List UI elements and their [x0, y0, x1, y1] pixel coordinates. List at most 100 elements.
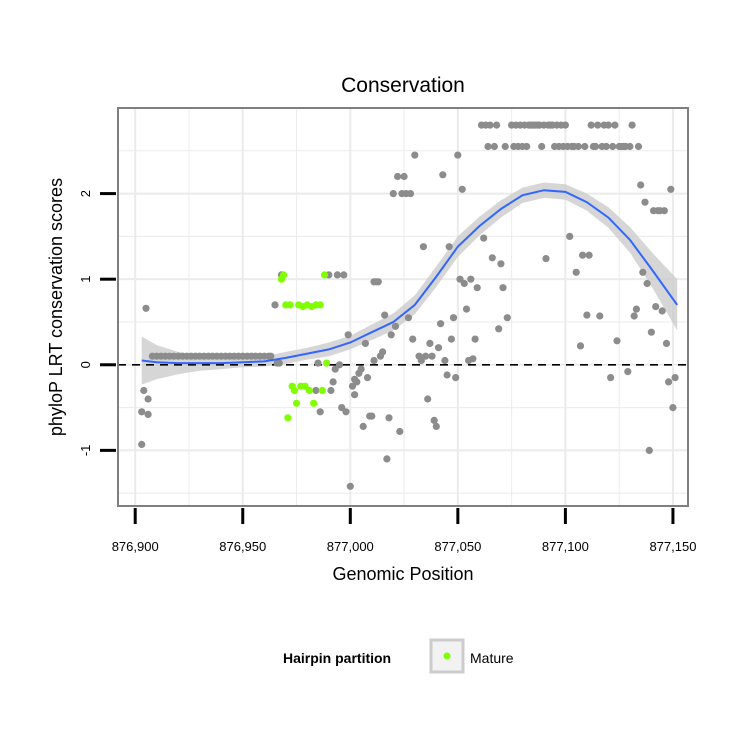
data-point	[314, 359, 322, 367]
legend-title: Hairpin partition	[283, 650, 391, 666]
data-point	[144, 395, 152, 403]
data-point	[142, 304, 150, 312]
data-point	[381, 311, 389, 319]
x-axis: 876,900 876,950 877,000 877,050 877,100 877,1…	[112, 508, 696, 554]
data-point	[271, 301, 279, 309]
data-point	[523, 142, 531, 151]
legend-label-mature: Mature	[470, 650, 514, 666]
data-point	[312, 386, 320, 395]
data-point	[391, 322, 400, 330]
data-point	[447, 335, 455, 343]
data-point	[501, 142, 509, 151]
data-point-mature	[320, 271, 329, 279]
data-point	[140, 386, 148, 395]
data-point-mature	[318, 386, 326, 395]
data-point	[594, 121, 602, 129]
data-point	[669, 404, 677, 412]
data-point-mature	[284, 414, 292, 422]
data-point	[495, 325, 503, 333]
data-point	[275, 359, 283, 367]
data-point	[647, 328, 656, 336]
y-tick-label: 0	[78, 361, 93, 368]
data-point	[335, 361, 344, 369]
panel-border	[117, 107, 689, 507]
data-point	[387, 331, 395, 339]
data-point	[462, 305, 471, 313]
x-tick-label: 876,950	[219, 539, 266, 554]
data-point	[641, 198, 649, 206]
data-point	[607, 374, 615, 382]
data-point	[473, 284, 481, 292]
data-point	[591, 142, 600, 151]
data-point	[469, 355, 477, 363]
data-point	[443, 371, 451, 379]
data-point	[602, 142, 610, 151]
data-point-mature	[290, 386, 298, 395]
data-point	[409, 335, 417, 343]
data-point	[370, 356, 378, 365]
data-point	[396, 427, 404, 436]
data-point-mature	[286, 301, 294, 309]
data-point	[267, 352, 275, 360]
data-point	[628, 121, 636, 129]
data-point	[357, 365, 365, 373]
data-point	[574, 142, 582, 151]
data-point	[379, 348, 387, 356]
data-point	[576, 342, 585, 350]
data-point	[658, 307, 666, 315]
y-tick-label: -1	[78, 445, 93, 457]
data-point	[458, 185, 466, 193]
data-point-mature	[292, 399, 301, 407]
data-point	[400, 172, 408, 181]
data-point	[138, 440, 146, 448]
data-point	[437, 320, 445, 328]
data-point	[374, 278, 382, 286]
data-point	[624, 368, 632, 376]
data-point-mature	[316, 301, 324, 309]
data-point	[596, 312, 604, 320]
data-point-mature	[310, 399, 318, 407]
data-point	[340, 271, 348, 279]
x-tick-label: 876,900	[112, 539, 159, 554]
data-point	[329, 378, 337, 386]
data-point	[353, 378, 361, 386]
data-point	[484, 142, 492, 151]
data-point	[613, 337, 621, 345]
data-point	[660, 207, 668, 215]
data-point	[639, 268, 647, 276]
data-point	[566, 232, 574, 240]
data-point	[503, 314, 511, 322]
data-point	[385, 414, 393, 422]
data-point	[441, 356, 449, 365]
data-point	[138, 408, 146, 416]
data-point	[344, 331, 352, 339]
data-point	[471, 335, 479, 343]
data-point	[361, 339, 369, 347]
data-point	[561, 121, 570, 129]
data-point	[144, 410, 152, 418]
data-point	[445, 243, 453, 251]
data-point	[454, 151, 462, 159]
x-tick-label: 877,150	[649, 539, 696, 554]
y-axis-label: phyloP LRT conservation scores	[46, 178, 66, 436]
data-point	[587, 121, 595, 129]
data-point	[419, 243, 427, 251]
smooth-line-path	[141, 189, 679, 365]
data-point	[493, 121, 501, 129]
data-point	[538, 142, 546, 151]
data-point	[432, 422, 440, 430]
smooth-line	[141, 189, 679, 365]
data-point	[430, 416, 438, 424]
data-point	[342, 408, 350, 416]
data-point	[662, 339, 671, 347]
data-point	[626, 142, 634, 151]
data-point	[389, 190, 397, 198]
data-point	[333, 271, 341, 279]
data-point	[671, 374, 679, 382]
x-tick-label: 877,050	[434, 539, 481, 554]
data-point	[404, 314, 412, 322]
data-point	[634, 142, 643, 151]
data-point	[645, 446, 653, 454]
data-point	[434, 344, 443, 352]
data-point	[428, 352, 436, 360]
